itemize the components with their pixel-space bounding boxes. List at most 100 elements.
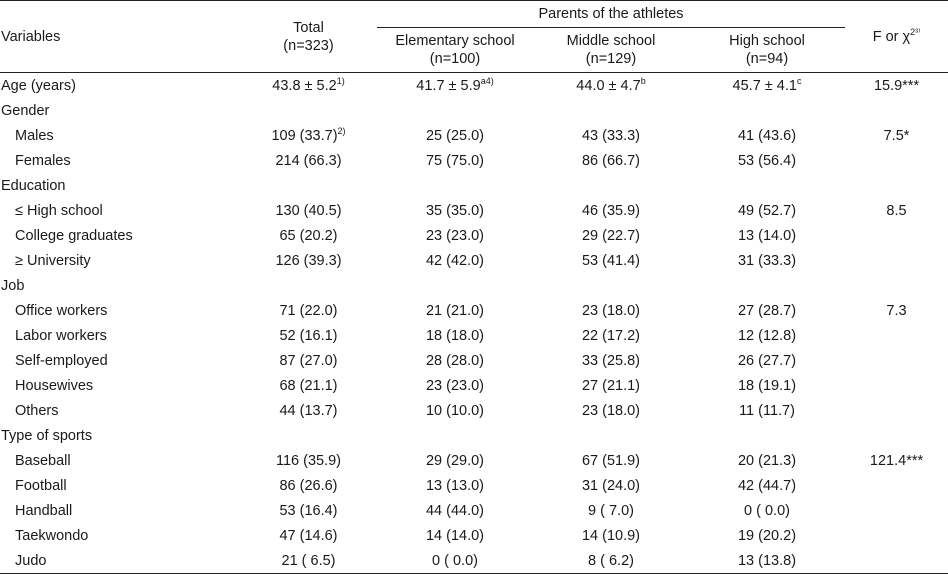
middle-cell: 44.0 ± 4.7b [533,73,689,99]
middle-cell: 29 (22.7) [533,223,689,248]
section-label: Job [1,277,25,294]
total-cell: 126 (39.3) [240,248,377,273]
cell-value: 41 (43.6) [737,127,797,144]
high-cell: 0 ( 0.0) [689,498,845,523]
middle-cell: 31 (24.0) [533,473,689,498]
table-row: Housewives 68 (21.1) 23 (23.0) 27 (21.1) 18 … [0,373,948,398]
cell-value: 15.9*** [873,77,920,94]
high-cell: 12 (12.8) [689,323,845,348]
header-total: Total (n=323) [240,0,377,73]
cell-value: 44 (13.7) [279,402,338,419]
total-cell: 86 (26.6) [240,473,377,498]
cell-value: 65 (20.2) [279,227,338,244]
header-group-label: Middle school [566,33,656,49]
high-cell: 13 (14.0) [689,223,845,248]
total-cell: 21 ( 6.5) [240,548,377,574]
cell-value: 14 (10.9) [581,527,641,544]
cell-value: 18 (18.0) [425,327,485,344]
cell-value: 29 (22.7) [581,227,641,244]
cell-value: 20 (21.3) [737,452,797,469]
high-cell: 45.7 ± 4.1c [689,73,845,99]
section-row: Education [0,173,948,198]
elementary-cell [377,98,533,123]
high-cell: 19 (20.2) [689,523,845,548]
high-cell: 41 (43.6) [689,123,845,148]
total-cell: 44 (13.7) [240,398,377,423]
header-total-n: (n=323) [283,37,334,54]
elementary-cell: 18 (18.0) [377,323,533,348]
cell-value: 13 (14.0) [737,227,797,244]
elementary-cell: 29 (29.0) [377,448,533,473]
header-group-n: (n=94) [745,51,789,67]
cell-value: 31 (24.0) [581,477,641,494]
middle-cell: 14 (10.9) [533,523,689,548]
total-cell: 87 (27.0) [240,348,377,373]
header-group-n: (n=100) [429,51,481,67]
footnote-marker: 1) [336,75,345,86]
cell-value: 18 (19.1) [737,377,797,394]
section-label: Type of sports [1,427,93,444]
cell-value: 126 (39.3) [275,252,342,269]
cell-value: 71 (22.0) [279,302,338,319]
elementary-cell: 35 (35.0) [377,198,533,223]
elementary-cell: 10 (10.0) [377,398,533,423]
cell-value: 8 ( 6.2) [588,552,634,569]
cell-value: 43 (33.3) [581,127,641,144]
stat-cell: 121.4*** [845,448,948,473]
cell-value: 109 (33.7) [271,127,338,144]
header-group-n: (n=129) [585,51,637,67]
section-label: Gender [1,102,50,119]
cell-value: 28 (28.0) [425,352,485,369]
stat-cell [845,548,948,574]
row-label: Self-employed [15,352,108,369]
middle-cell: 22 (17.2) [533,323,689,348]
footnote-marker: b [640,75,646,86]
section-row: Gender [0,98,948,123]
elementary-cell [377,273,533,298]
total-cell [240,273,377,298]
cell-value: 33 (25.8) [581,352,641,369]
cell-value: 10 (10.0) [425,402,485,419]
cell-value: 21 (21.0) [425,302,485,319]
stat-cell [845,248,948,273]
cell-value: 52 (16.1) [279,327,338,344]
cell-value: 46 (35.9) [581,202,641,219]
cell-value: 35 (35.0) [425,202,485,219]
total-cell [240,173,377,198]
total-cell: 68 (21.1) [240,373,377,398]
cell-value: 43.8 ± 5.2 [272,77,337,94]
middle-cell: 67 (51.9) [533,448,689,473]
header-stat-sup: 2³⁾ [910,26,921,37]
header-group-label: Elementary school [395,33,515,49]
table-row: Age (years) 43.8 ± 5.21) 41.7 ± 5.9a4) 44.0… [0,73,948,99]
table-row: ≤ High school 130 (40.5) 35 (35.0) 46 (35.9… [0,198,948,223]
table-row: Males 109 (33.7)2) 25 (25.0) 43 (33.3) 41 (4… [0,123,948,148]
cell-value: 214 (66.3) [275,152,342,169]
elementary-cell: 13 (13.0) [377,473,533,498]
table-row: Judo 21 ( 6.5) 0 ( 0.0) 8 ( 6.2) 13 (13.8) [0,548,948,574]
stat-cell: 7.5* [845,123,948,148]
cell-value: 53 (56.4) [737,152,797,169]
middle-cell [533,273,689,298]
high-cell [689,273,845,298]
stat-cell: 7.3 [845,298,948,323]
elementary-cell: 42 (42.0) [377,248,533,273]
cell-value: 29 (29.0) [425,452,485,469]
row-label: Housewives [15,377,94,394]
elementary-cell: 23 (23.0) [377,223,533,248]
cell-value: 45.7 ± 4.1 [732,77,797,94]
row-label: Handball [15,502,73,519]
cell-value: 53 (41.4) [581,252,641,269]
cell-value: 26 (27.7) [737,352,797,369]
cell-value: 23 (23.0) [425,227,485,244]
total-cell: 109 (33.7)2) [240,123,377,148]
elementary-cell: 14 (14.0) [377,523,533,548]
total-cell: 116 (35.9) [240,448,377,473]
table-row: College graduates 65 (20.2) 23 (23.0) 29 (2… [0,223,948,248]
cell-value: 22 (17.2) [581,327,641,344]
cell-value: 75 (75.0) [425,152,485,169]
section-row: Job [0,273,948,298]
middle-cell [533,423,689,448]
cell-value: 68 (21.1) [279,377,338,394]
